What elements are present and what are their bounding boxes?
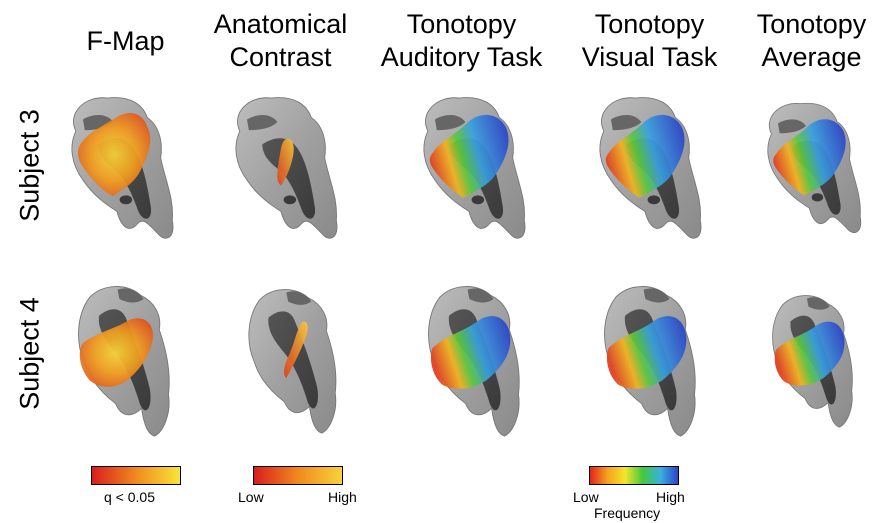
colorbar-tonotopy	[589, 466, 679, 485]
tonotopy-overlay	[429, 114, 509, 199]
tonotopy-overlay	[606, 316, 687, 389]
brain-subject3-tonotopy-visual	[599, 97, 702, 239]
fmap-overlay	[79, 318, 153, 387]
colorbar-tonotopy-title: Frequency	[594, 505, 661, 521]
brain-subject4-tonotopy-auditory	[428, 286, 520, 437]
colorbar-anatomical-high-label: High	[328, 489, 357, 505]
anatomical-overlay	[284, 321, 308, 378]
row-label-subject-3: Subject 3	[14, 109, 45, 222]
column-title-tonotopy-average: Tonotopy Average	[756, 9, 867, 72]
colorbar-tonotopy-high-label: High	[656, 489, 685, 505]
row-label-subject-4: Subject 4	[14, 297, 45, 410]
brain-subject4-anatomical	[248, 289, 337, 434]
tonotopy-overlay	[774, 321, 845, 386]
tonotopy-overlay	[773, 119, 846, 196]
brain-subject4-fmap	[78, 286, 170, 437]
brain-subject4-tonotopy-average	[772, 295, 853, 428]
anatomical-overlay	[277, 138, 294, 186]
tonotopy-overlay	[605, 114, 685, 199]
column-title-anatomical: Anatomical Contrast	[213, 9, 348, 72]
colorbar-fmap	[91, 466, 181, 485]
colorbar-anatomical-low-label: Low	[238, 489, 264, 505]
colorbar-anatomical	[253, 466, 343, 485]
brain-subject3-anatomical	[235, 97, 338, 239]
column-title-fmap: F-Map	[86, 26, 165, 56]
brain-subject4-tonotopy-visual	[604, 286, 696, 437]
column-title-tonotopy-auditory: Tonotopy Auditory Task	[380, 9, 543, 72]
brain-subject3-tonotopy-average	[767, 102, 862, 234]
brain-subject3-tonotopy-auditory	[423, 97, 526, 239]
colorbar-fmap-label: q < 0.05	[104, 489, 155, 505]
fmap-overlay	[77, 113, 151, 197]
column-title-tonotopy-visual: Tonotopy Visual Task	[581, 9, 718, 72]
brain-subject3-fmap	[71, 97, 174, 239]
tonotopy-overlay	[430, 316, 511, 389]
colorbar-tonotopy-low-label: Low	[573, 489, 599, 505]
